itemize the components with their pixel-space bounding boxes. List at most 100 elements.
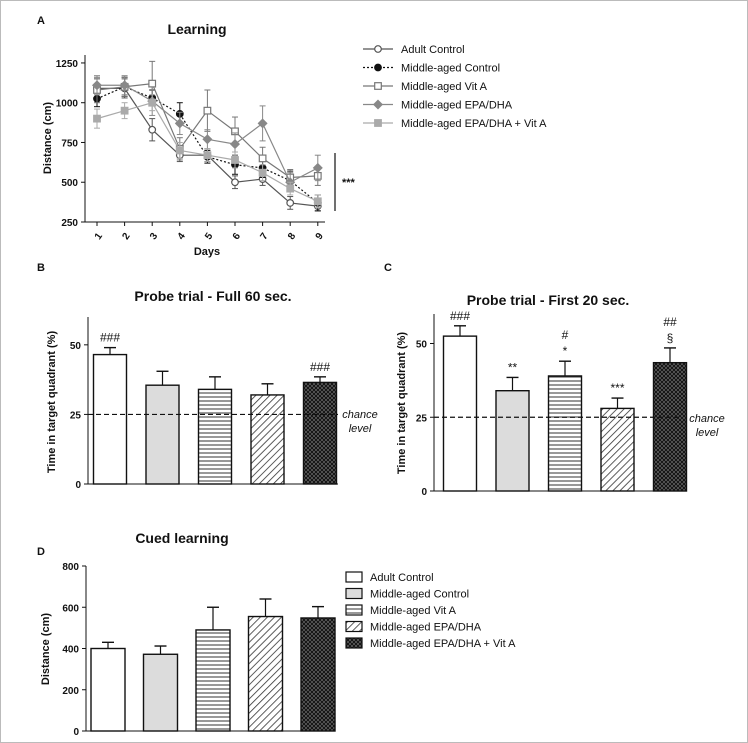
y-tick-label: 750	[61, 138, 78, 149]
data-point	[91, 80, 103, 91]
legend-marker	[374, 45, 382, 53]
chance-label: level	[349, 423, 372, 435]
panel-letter: C	[384, 262, 392, 274]
legend-swatch	[345, 637, 363, 649]
y-tick-label: 50	[416, 340, 428, 351]
y-tick-label: 400	[62, 645, 79, 656]
bar	[90, 647, 126, 732]
significance-label: *	[563, 344, 568, 358]
legend-label: Middle-aged Control	[401, 63, 500, 75]
data-point	[120, 106, 129, 115]
data-point	[203, 106, 212, 115]
chart-title: Learning	[167, 21, 226, 37]
y-tick-label: 0	[75, 480, 81, 491]
legend: Adult Control Middle-aged Control Middle-a…	[363, 44, 547, 130]
data-point	[175, 146, 184, 155]
chance-label: chance	[342, 409, 377, 421]
y-tick-label: 800	[62, 562, 79, 573]
significance-label: §	[667, 331, 674, 345]
bar	[250, 394, 285, 485]
y-tick-label: 25	[70, 410, 82, 421]
significance-label: ***	[342, 177, 356, 189]
bar	[142, 653, 179, 732]
legend: Adult Control Middle-aged Control Middle-a…	[345, 571, 516, 650]
legend-swatch	[345, 604, 363, 616]
significance-label: ###	[100, 331, 120, 345]
significance-label: ###	[310, 360, 330, 374]
y-tick-label: 600	[62, 603, 79, 614]
y-tick-label: 0	[73, 727, 79, 738]
series-3	[93, 60, 322, 186]
data-point	[257, 118, 268, 129]
legend-label: Adult Control	[401, 44, 465, 56]
panel-letter: D	[37, 546, 45, 558]
data-point	[148, 125, 157, 134]
x-tick-label: 9	[314, 231, 326, 242]
data-point	[286, 199, 295, 207]
x-tick-label: 6	[231, 231, 243, 242]
panel-letter: A	[37, 15, 45, 27]
data-point	[148, 79, 157, 88]
x-tick-label: 8	[286, 231, 298, 242]
y-tick-label: 200	[62, 686, 79, 697]
x-tick-label: 1	[93, 231, 105, 242]
data-point	[286, 184, 295, 193]
data-point	[312, 162, 323, 173]
bar	[145, 384, 180, 485]
legend-label: Middle-aged Vit A	[401, 81, 488, 93]
x-tick-label: 7	[258, 231, 270, 242]
bar	[300, 617, 336, 732]
legend-swatch	[345, 620, 363, 633]
data-point	[148, 98, 157, 107]
bar	[495, 390, 530, 492]
y-tick-label: 500	[61, 178, 78, 189]
data-point	[174, 118, 185, 129]
data-point	[229, 139, 241, 150]
x-tick-label: 5	[203, 231, 215, 242]
chance-label: chance	[689, 413, 724, 425]
bar	[652, 361, 688, 492]
y-axis-label: Time in target quadrant (%)	[46, 331, 58, 474]
x-tick-label: 4	[176, 231, 188, 242]
x-axis-label: Days	[194, 246, 220, 258]
legend-label: Middle-aged Control	[370, 589, 469, 601]
bar	[197, 388, 233, 485]
data-point	[258, 154, 267, 163]
legend-swatch	[345, 587, 363, 600]
bar	[442, 335, 478, 492]
legend-swatch	[345, 571, 363, 583]
y-axis-label: Distance (cm)	[40, 613, 52, 685]
significance-label: ##	[663, 315, 677, 329]
data-point	[313, 197, 322, 206]
y-axis-label: Time in target quadrant (%)	[396, 332, 408, 475]
y-tick-label: 250	[61, 218, 78, 229]
bar	[600, 407, 635, 492]
data-point	[203, 151, 212, 160]
cued-learning-chart: Cued learning 0 200 400 600 800 Distance (cm) A…	[40, 530, 516, 738]
y-tick-label: 0	[421, 487, 427, 498]
data-point	[258, 168, 267, 177]
y-tick-label: 50	[70, 341, 82, 352]
y-axis-label: Distance (cm)	[42, 102, 54, 174]
legend-label: Adult Control	[370, 572, 434, 584]
significance-label: ***	[610, 381, 624, 395]
probe-full-chart: Probe trial - Full 60 sec. 0 25 50 Time in t…	[46, 288, 378, 491]
legend-label: Middle-aged EPA/DHA	[370, 622, 482, 634]
legend-label: Middle-aged EPA/DHA	[401, 100, 513, 112]
panel-letter: B	[37, 262, 45, 274]
bar	[247, 615, 284, 732]
learning-chart: Learning 250 500 750 1000 1250 1 2 3 4 5 6 7 8 9 Days Di…	[42, 21, 547, 258]
data-point	[231, 156, 239, 164]
legend-label: Middle-aged EPA/DHA + Vit A	[370, 638, 516, 650]
data-point	[119, 80, 130, 91]
x-tick-label: 3	[148, 231, 160, 242]
x-tick-label: 2	[120, 231, 132, 242]
data-point	[231, 178, 239, 187]
bar	[302, 381, 338, 485]
data-point	[202, 134, 213, 145]
chart-title: Probe trial - First 20 sec.	[467, 292, 630, 308]
probe-first20-chart: Probe trial - First 20 sec. 0 25 50 Time in …	[396, 292, 725, 498]
significance-label: ###	[450, 309, 470, 323]
y-tick-label: 25	[416, 413, 428, 424]
bar	[92, 353, 128, 485]
